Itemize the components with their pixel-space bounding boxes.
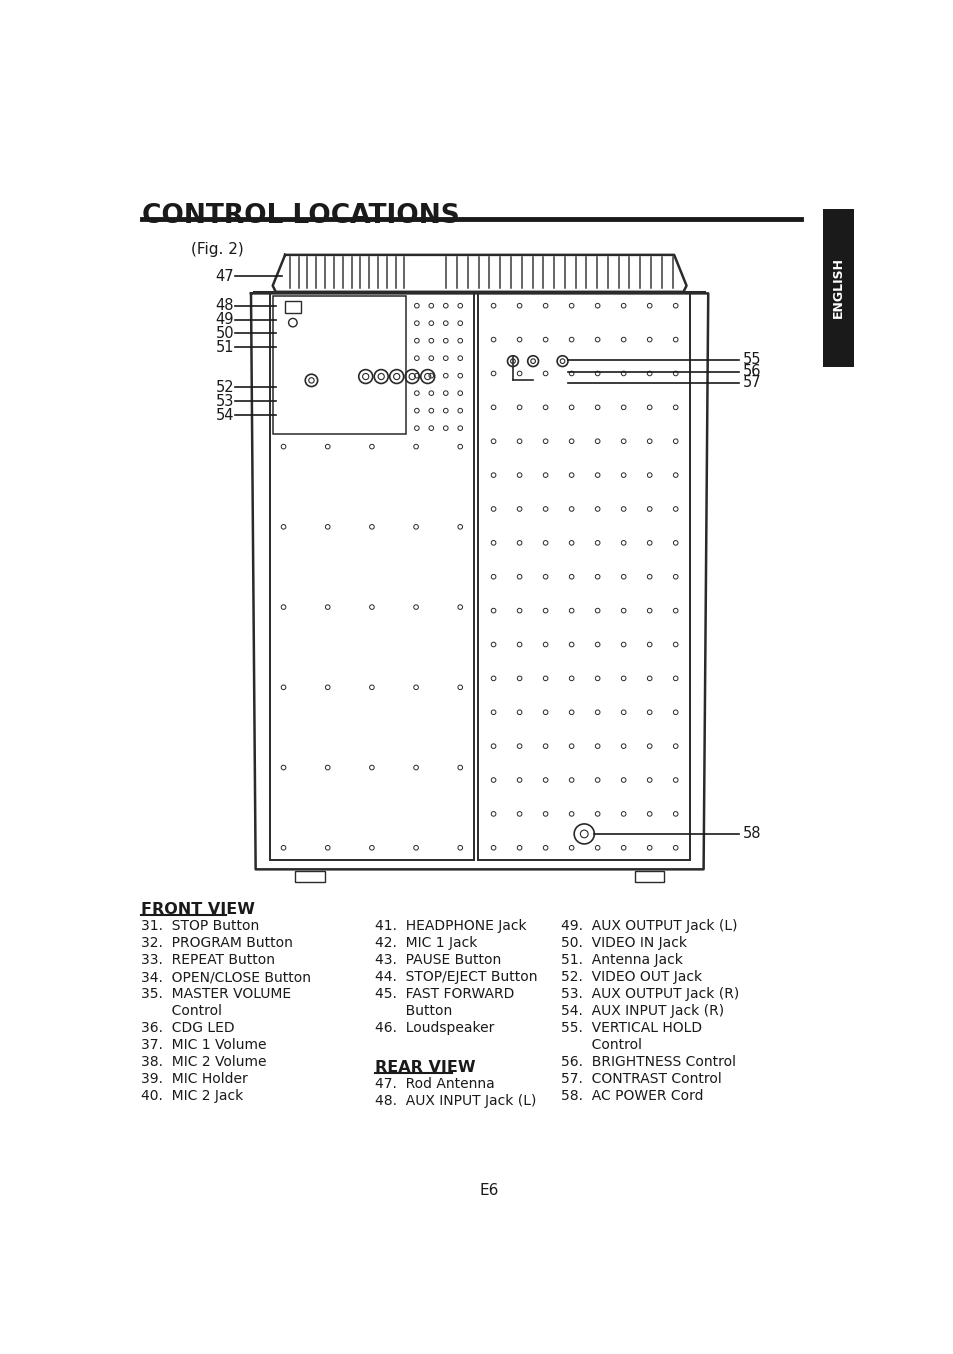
Text: 58: 58 bbox=[741, 826, 760, 841]
Text: 33.  REPEAT Button: 33. REPEAT Button bbox=[141, 953, 274, 967]
Text: 55.  VERTICAL HOLD: 55. VERTICAL HOLD bbox=[560, 1021, 701, 1034]
Bar bbox=[294, 871, 324, 881]
Bar bbox=[274, 295, 406, 435]
Text: 42.  MIC 1 Jack: 42. MIC 1 Jack bbox=[375, 937, 476, 951]
Text: 53: 53 bbox=[215, 394, 233, 409]
Text: 50.  VIDEO IN Jack: 50. VIDEO IN Jack bbox=[560, 937, 686, 951]
Text: 37.  MIC 1 Volume: 37. MIC 1 Volume bbox=[141, 1039, 266, 1052]
Text: 52.  VIDEO OUT Jack: 52. VIDEO OUT Jack bbox=[560, 971, 701, 984]
Text: 31.  STOP Button: 31. STOP Button bbox=[141, 919, 259, 933]
Text: 46.  Loudspeaker: 46. Loudspeaker bbox=[375, 1021, 494, 1034]
Text: 56: 56 bbox=[741, 364, 760, 379]
Text: 53.  AUX OUTPUT Jack (R): 53. AUX OUTPUT Jack (R) bbox=[560, 987, 739, 1001]
Bar bbox=[822, 209, 853, 367]
Text: FRONT VIEW: FRONT VIEW bbox=[141, 902, 254, 917]
Text: 48: 48 bbox=[215, 298, 233, 313]
Text: ENGLISH: ENGLISH bbox=[831, 257, 844, 318]
Text: 54: 54 bbox=[215, 408, 233, 422]
Text: 48.  AUX INPUT Jack (L): 48. AUX INPUT Jack (L) bbox=[375, 1094, 536, 1108]
Text: CONTROL LOCATIONS: CONTROL LOCATIONS bbox=[142, 203, 459, 229]
Bar bbox=[270, 292, 474, 860]
Text: 55: 55 bbox=[741, 352, 760, 367]
Text: 49: 49 bbox=[215, 311, 233, 328]
Text: 47.  Rod Antenna: 47. Rod Antenna bbox=[375, 1078, 495, 1091]
Bar bbox=[634, 871, 663, 881]
Text: 41.  HEADPHONE Jack: 41. HEADPHONE Jack bbox=[375, 919, 526, 933]
Text: REAR VIEW: REAR VIEW bbox=[375, 1060, 475, 1075]
Text: 52: 52 bbox=[215, 380, 233, 395]
Text: 32.  PROGRAM Button: 32. PROGRAM Button bbox=[141, 937, 293, 951]
Text: 34.  OPEN/CLOSE Button: 34. OPEN/CLOSE Button bbox=[141, 971, 311, 984]
Text: 49.  AUX OUTPUT Jack (L): 49. AUX OUTPUT Jack (L) bbox=[560, 919, 737, 933]
Text: 54.  AUX INPUT Jack (R): 54. AUX INPUT Jack (R) bbox=[560, 1005, 723, 1018]
Text: 51.  Antenna Jack: 51. Antenna Jack bbox=[560, 953, 682, 967]
Text: 44.  STOP/EJECT Button: 44. STOP/EJECT Button bbox=[375, 971, 537, 984]
Text: 56.  BRIGHTNESS Control: 56. BRIGHTNESS Control bbox=[560, 1055, 735, 1068]
Text: Control: Control bbox=[560, 1039, 641, 1052]
Text: E6: E6 bbox=[478, 1183, 498, 1198]
Text: 50: 50 bbox=[215, 326, 233, 341]
Text: Control: Control bbox=[141, 1005, 222, 1018]
Text: 43.  PAUSE Button: 43. PAUSE Button bbox=[375, 953, 500, 967]
Text: 38.  MIC 2 Volume: 38. MIC 2 Volume bbox=[141, 1055, 266, 1068]
Text: (Fig. 2): (Fig. 2) bbox=[191, 242, 243, 257]
Text: 47: 47 bbox=[215, 269, 233, 284]
Text: 45.  FAST FORWARD: 45. FAST FORWARD bbox=[375, 987, 514, 1001]
Text: 36.  CDG LED: 36. CDG LED bbox=[141, 1021, 234, 1034]
Text: 57.  CONTRAST Control: 57. CONTRAST Control bbox=[560, 1072, 721, 1086]
Text: 35.  MASTER VOLUME: 35. MASTER VOLUME bbox=[141, 987, 291, 1001]
Text: 51: 51 bbox=[215, 340, 233, 355]
Text: 40.  MIC 2 Jack: 40. MIC 2 Jack bbox=[141, 1089, 243, 1102]
Text: 57: 57 bbox=[741, 375, 760, 390]
Text: Button: Button bbox=[375, 1005, 452, 1018]
Text: 58.  AC POWER Cord: 58. AC POWER Cord bbox=[560, 1089, 702, 1102]
Text: 39.  MIC Holder: 39. MIC Holder bbox=[141, 1072, 248, 1086]
Bar bbox=[285, 301, 300, 313]
Bar bbox=[477, 292, 689, 860]
